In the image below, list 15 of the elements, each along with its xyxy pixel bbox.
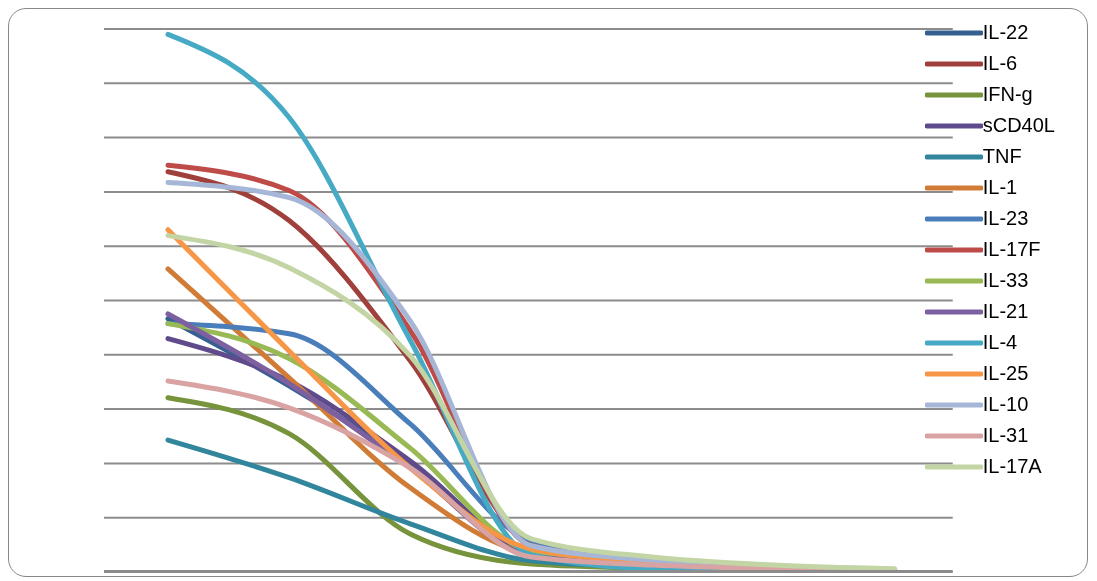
legend-label: IL-21 — [982, 299, 1029, 324]
legend-label: IL-25 — [982, 361, 1029, 386]
legend-label: IL-4 — [982, 330, 1018, 355]
legend-label: sCD40L — [982, 113, 1055, 138]
legend-label: IL-17A — [982, 454, 1042, 479]
legend-label: IL-31 — [982, 423, 1029, 448]
legend-label: IL-1 — [982, 175, 1018, 200]
legend-label: IFN-g — [982, 82, 1033, 107]
legend-label: IL-33 — [982, 268, 1029, 293]
legend-label: IL-10 — [982, 392, 1029, 417]
legend-label: IL-17F — [982, 237, 1041, 262]
legend-label: IL-22 — [982, 20, 1029, 45]
legend-label: IL-23 — [982, 206, 1029, 231]
legend-label: IL-6 — [982, 51, 1018, 76]
legend-label: TNF — [982, 144, 1022, 169]
